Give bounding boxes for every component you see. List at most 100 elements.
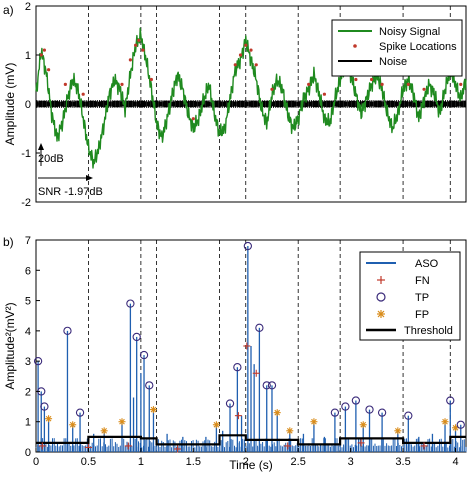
- panel-b-legend: ASO FN TP FP Threshold: [359, 251, 461, 341]
- scale-bar-label: 20dB: [38, 153, 64, 165]
- tp-marker: [33, 356, 43, 366]
- y-tick-label: 1: [25, 50, 31, 62]
- tp-marker: [267, 381, 277, 390]
- panel-a-chart: a) -2 -1 0 1 2 Amplitude (mV) 20dB SNR -1.97…: [3, 1, 467, 209]
- fp-marker: [441, 418, 449, 426]
- x-tick-label: 1.5: [186, 456, 201, 468]
- fn-marker: [124, 442, 132, 450]
- y-tick-label: 0: [25, 99, 31, 111]
- fn-marker: [420, 442, 428, 450]
- legend-label-spike-locations: Spike Locations: [379, 41, 457, 53]
- legend-label-tp: TP: [415, 292, 429, 304]
- tp-marker: [40, 402, 49, 411]
- panel-b-label: b): [3, 235, 14, 249]
- tp-marker: [456, 420, 465, 429]
- spike-location-point: [406, 82, 410, 86]
- spike-location-point: [370, 77, 374, 82]
- tp-marker: [377, 408, 387, 417]
- tp-marker: [233, 363, 242, 372]
- tp-marker: [243, 241, 253, 251]
- legend-swatch-fp-icon: [377, 310, 385, 318]
- x-tick-label: 3: [348, 456, 354, 468]
- x-tick-label: 2.5: [291, 456, 306, 468]
- fn-marker: [174, 445, 182, 453]
- fp-marker: [149, 406, 157, 414]
- spike-location-point: [81, 92, 85, 96]
- y-tick-label: 4: [25, 326, 31, 338]
- fp-marker: [310, 418, 318, 426]
- fp-marker: [273, 409, 281, 417]
- x-tick-label: 2: [243, 456, 249, 468]
- snr-arrow-icon: [86, 175, 93, 181]
- fp-marker: [394, 427, 402, 435]
- tp-marker: [132, 332, 141, 342]
- fp-marker: [100, 427, 108, 435]
- spike-location-point: [249, 48, 253, 52]
- panel-a-legend: Noisy Signal Spike Locations Noise: [331, 19, 463, 77]
- tp-marker: [446, 396, 455, 405]
- tp-marker: [225, 399, 235, 408]
- spike-location-point: [63, 82, 67, 86]
- spike-location-point: [134, 43, 138, 47]
- fp-marker: [45, 415, 53, 423]
- tp-marker: [63, 326, 72, 336]
- y-tick-label: 5: [25, 296, 31, 308]
- tp-marker: [145, 381, 154, 390]
- spike-location-point: [380, 82, 384, 86]
- spike-location-point: [254, 63, 258, 67]
- tp-marker: [126, 299, 135, 308]
- legend-label-threshold: Threshold: [404, 325, 453, 337]
- tp-marker: [255, 323, 264, 332]
- legend-swatch-fn-icon: [377, 276, 385, 284]
- tp-marker: [75, 408, 85, 417]
- fp-marker: [286, 427, 294, 435]
- legend-label-noise: Noise: [379, 56, 407, 68]
- spike-location-point: [459, 82, 463, 86]
- spike-location-point: [307, 82, 311, 86]
- fp-marker: [212, 421, 220, 429]
- fp-marker: [69, 421, 77, 429]
- fn-marker: [38, 442, 46, 450]
- spike-location-point: [42, 48, 46, 52]
- y-tick-label: 3: [25, 356, 31, 368]
- fp-marker: [452, 424, 460, 432]
- y-tick-label: 2: [25, 386, 31, 398]
- tp-marker: [365, 405, 374, 414]
- legend-label-aso: ASO: [415, 258, 439, 270]
- fp-marker: [118, 418, 126, 426]
- x-tick-label: 1: [138, 456, 144, 468]
- spike-location-point: [46, 68, 51, 72]
- spike-location-point: [137, 38, 141, 42]
- tp-marker: [262, 381, 271, 390]
- x-tick-label: 0.5: [81, 456, 96, 468]
- spike-location-point: [238, 53, 243, 57]
- spike-location-point: [270, 87, 274, 91]
- fn-marker: [243, 342, 251, 350]
- tp-marker: [351, 396, 361, 405]
- spike-location-point: [354, 77, 358, 82]
- panel-a-y-axis-label: Amplitude (mV): [3, 63, 17, 146]
- spike-location-point: [39, 53, 43, 57]
- fn-marker: [357, 439, 365, 447]
- y-tick-label: -1: [21, 148, 31, 160]
- spike-location-point: [322, 92, 327, 96]
- spike-location-point: [244, 43, 248, 47]
- fn-marker: [234, 412, 242, 420]
- snr-label: SNR -1.97dB: [38, 186, 103, 198]
- y-tick-label: -2: [21, 197, 31, 209]
- spike-location-point: [422, 87, 426, 91]
- fn-marker: [284, 442, 292, 450]
- scale-bar-arrow-icon: [38, 143, 44, 150]
- spike-location-point: [128, 58, 132, 62]
- panel-b-chart: b) 0 1 2 3 4 5 6 7 0 0.5 1 1.5 2 2.5 3 3.5 4 Amplitude²…: [3, 235, 467, 472]
- threshold-series: [36, 434, 466, 446]
- x-tick-label: 3.5: [395, 456, 410, 468]
- legend-swatch-spike-locations: [353, 44, 357, 48]
- spike-location-point: [191, 117, 195, 121]
- tp-marker: [404, 411, 413, 420]
- y-tick-label: 6: [25, 265, 31, 277]
- tp-marker: [330, 408, 340, 417]
- panel-a-label: a): [3, 3, 14, 17]
- y-tick-label: 1: [25, 417, 31, 429]
